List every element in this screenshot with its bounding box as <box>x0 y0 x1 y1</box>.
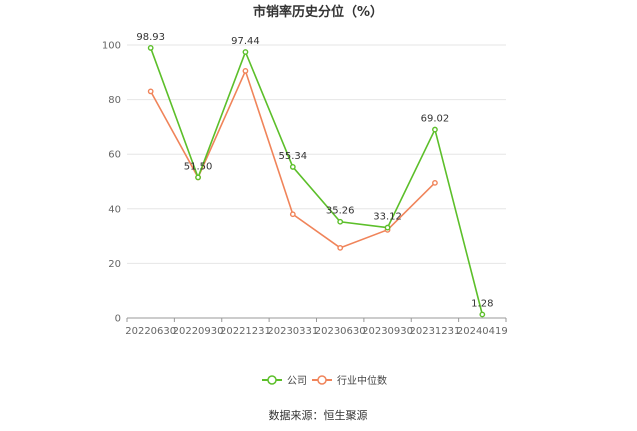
y-tick-label: 100 <box>102 41 121 52</box>
y-tick-label: 20 <box>108 259 121 270</box>
x-tick-label: 20220930 <box>173 326 224 337</box>
data-label: 33.12 <box>373 212 402 223</box>
data-point[interactable] <box>384 224 391 231</box>
data-point[interactable] <box>432 126 438 133</box>
data-point[interactable] <box>147 88 154 95</box>
legend-item-company[interactable]: 公司 <box>262 375 307 387</box>
data-label: 69.02 <box>421 114 450 125</box>
legend-label-company: 公司 <box>287 376 307 387</box>
axes: 0204060801002022063020220930202212312023… <box>102 41 508 338</box>
x-tick-label: 20231231 <box>409 326 460 337</box>
legend-marker-industry <box>317 375 327 385</box>
x-tick-label: 20230930 <box>362 326 413 337</box>
y-tick-label: 40 <box>108 204 121 215</box>
y-tick-label: 0 <box>115 314 121 325</box>
legend-item-industry[interactable]: 行业中位数 <box>312 374 387 387</box>
x-tick-label: 20220630 <box>125 326 176 337</box>
source-note: 数据来源：恒生聚源 <box>269 408 368 422</box>
data-point[interactable] <box>289 211 296 218</box>
legend-label-industry: 行业中位数 <box>337 374 387 387</box>
data-label: 51.50 <box>184 161 213 172</box>
data-label: 98.93 <box>136 32 165 43</box>
series-company <box>147 45 486 318</box>
x-tick-label: 20240419 <box>457 326 508 337</box>
data-label: 55.34 <box>278 151 307 162</box>
x-tick-label: 20221231 <box>220 326 271 337</box>
legend-marker-company <box>267 375 277 385</box>
data-label: 35.26 <box>326 206 355 217</box>
data-point[interactable] <box>432 179 438 186</box>
x-tick-label: 20230331 <box>267 326 318 337</box>
chart-title: 市销率历史分位（%） <box>253 4 383 20</box>
data-point[interactable] <box>242 68 249 74</box>
series-layer: 98.93 51.50 97.44 55.34 35.26 33.12 69.02 1.28 <box>136 32 493 318</box>
data-point[interactable] <box>337 218 344 225</box>
data-point[interactable] <box>147 45 154 51</box>
data-point[interactable] <box>479 311 486 318</box>
y-tick-label: 80 <box>108 95 121 106</box>
y-tick-label: 60 <box>108 150 121 161</box>
data-point[interactable] <box>195 174 201 181</box>
data-label: 1.28 <box>471 299 493 310</box>
data-label: 97.44 <box>231 36 260 47</box>
legend[interactable]: 公司 行业中位数 <box>262 374 387 387</box>
data-point[interactable] <box>289 164 296 170</box>
data-point[interactable] <box>337 244 344 251</box>
data-point[interactable] <box>242 49 249 55</box>
x-tick-label: 20230630 <box>315 326 366 337</box>
line-company <box>149 47 484 315</box>
